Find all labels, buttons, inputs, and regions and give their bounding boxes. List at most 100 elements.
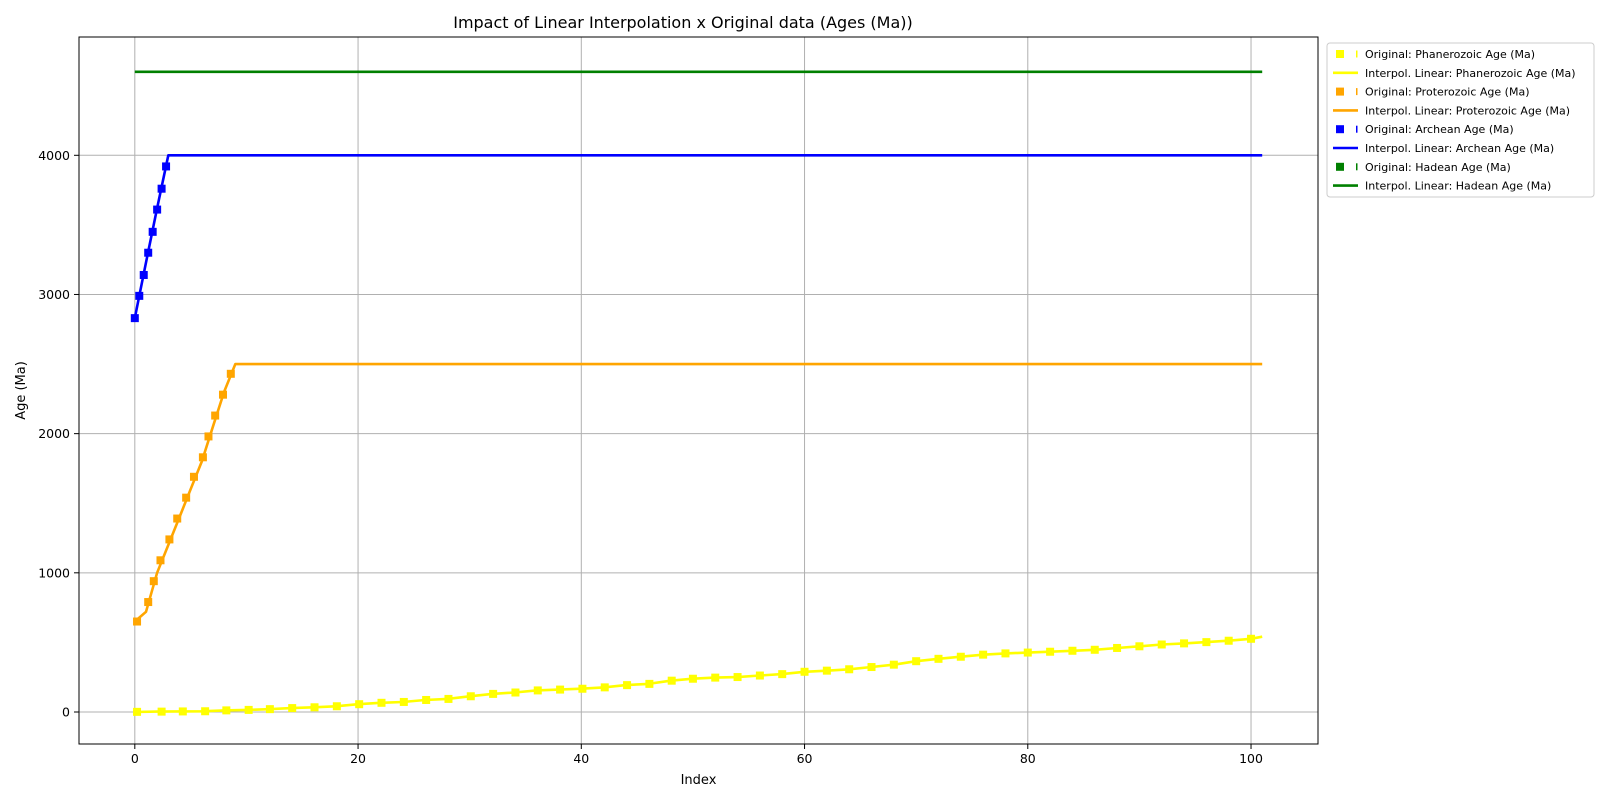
x-axis-label: Index [681,773,717,788]
data-point [1224,636,1233,645]
data-point [489,689,498,698]
legend-marker-swatch [1356,50,1358,58]
data-point [265,705,274,714]
x-tick-label: 100 [1239,751,1263,766]
legend-entry-label: Original: Proterozoic Age (Ma) [1365,86,1529,99]
data-point [755,671,764,680]
legend-frame [1326,42,1595,198]
data-point [1157,640,1166,649]
data-point [1113,643,1122,652]
legend-entry-label: Interpol. Linear: Proterozoic Age (Ma) [1365,104,1570,117]
data-point [135,291,144,300]
data-point [189,472,198,481]
data-point [845,665,854,674]
data-point [355,700,364,709]
data-point [1202,638,1211,647]
legend-marker-swatch [1336,125,1344,134]
data-point [201,707,210,716]
legend-marker-swatch [1356,88,1358,96]
data-point [600,683,609,692]
data-point [226,369,235,378]
data-point [578,684,587,693]
y-axis-label: Age (Ma) [14,361,29,420]
data-point [688,674,697,683]
x-tick-label: 60 [797,751,813,766]
x-tick-label: 40 [573,751,589,766]
x-tick-label: 80 [1020,751,1036,766]
legend-marker-swatch [1356,125,1358,133]
data-point [511,688,520,697]
data-point [556,685,565,694]
y-tick-label: 2000 [38,426,70,441]
data-point [533,686,542,695]
data-point [133,707,142,716]
data-point [204,432,213,441]
data-point [912,657,921,666]
data-point [645,679,654,688]
data-point [623,681,632,690]
plot-series [130,70,1263,716]
data-point [1135,642,1144,651]
y-tick-label: 0 [62,704,70,719]
y-tick-label: 3000 [38,287,70,302]
data-point [130,314,139,323]
data-point [144,598,153,607]
data-point [133,617,142,626]
grid [79,37,1318,744]
y-tick-label: 1000 [38,565,70,580]
data-point [733,673,742,682]
data-point [667,676,676,685]
chart-title: Impact of Linear Interpolation x Origina… [453,13,913,32]
data-point [173,514,182,523]
legend-entry-label: Original: Archean Age (Ma) [1365,123,1514,136]
data-point [778,670,787,679]
data-point [178,707,187,716]
data-point [711,673,720,682]
legend-marker-swatch [1356,163,1358,171]
data-point [422,695,431,704]
data-point [310,703,319,712]
data-point [1090,645,1099,654]
data-point [889,660,898,669]
data-point [956,652,965,661]
data-point [1247,634,1256,643]
data-point [149,577,158,586]
data-point [466,692,475,701]
data-point [162,162,171,171]
legend-marker-swatch [1336,50,1344,58]
data-point [156,556,165,565]
series-line-interpol-linear-phanerozoic-age-ma [134,635,1263,714]
legend: Original: Phanerozoic Age (Ma) Interpol. … [1326,42,1595,198]
plot-area-frame [78,36,1319,745]
data-point [139,270,148,279]
legend-entry-label: Interpol. Linear: Hadean Age (Ma) [1365,180,1551,193]
data-point [1023,648,1032,657]
data-point [1068,646,1077,655]
data-point [1001,649,1010,658]
data-point [144,248,153,257]
data-point [1046,647,1055,656]
series-line-interpol-linear-proterozoic-age-ma [133,362,1263,623]
data-point [934,654,943,663]
data-point [444,694,453,703]
legend-entry-label: Interpol. Linear: Archean Age (Ma) [1365,142,1554,155]
data-point [153,205,162,214]
data-point [822,666,831,675]
legend-entry-label: Interpol. Linear: Phanerozoic Age (Ma) [1365,67,1576,80]
series-markers-original-archean-age-ma [130,162,171,323]
data-point [198,453,207,462]
data-point [800,667,809,676]
data-point [165,535,174,544]
x-tick-label: 20 [350,751,366,766]
data-point [288,704,297,713]
series-markers-original-phanerozoic-age-ma [133,634,1256,716]
data-point [399,697,408,706]
data-point [867,663,876,672]
series-markers-original-proterozoic-age-ma [133,369,235,626]
data-point [218,390,227,399]
data-point [148,227,157,236]
data-point [157,184,166,193]
data-point [211,411,220,420]
